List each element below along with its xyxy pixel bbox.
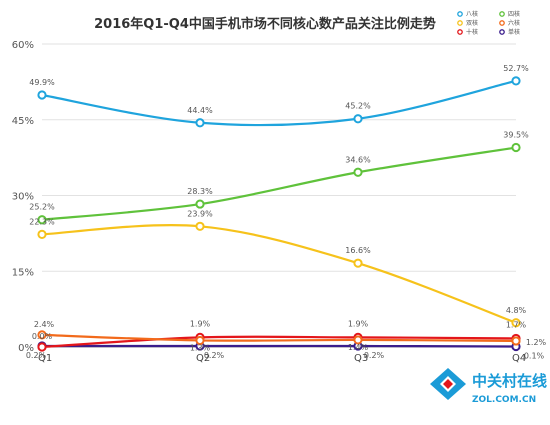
data-label: 45.2% bbox=[345, 102, 371, 111]
data-point bbox=[195, 221, 205, 231]
series-line bbox=[41, 146, 517, 221]
zol-logo-icon bbox=[430, 368, 466, 400]
x-tick-label: Q3 bbox=[354, 353, 368, 364]
series-line bbox=[41, 333, 517, 343]
legend-marker bbox=[499, 11, 505, 17]
data-point bbox=[195, 199, 205, 209]
x-tick-label: Q2 bbox=[196, 353, 210, 364]
series-line bbox=[41, 79, 517, 127]
legend-marker bbox=[457, 29, 463, 35]
data-point bbox=[353, 258, 363, 268]
legend-marker bbox=[457, 11, 463, 17]
data-point bbox=[353, 114, 363, 124]
gridlines bbox=[42, 43, 516, 348]
data-label: 23.9% bbox=[187, 209, 213, 218]
data-label: 1.9% bbox=[348, 319, 369, 328]
data-label: 49.9% bbox=[29, 78, 55, 87]
data-point bbox=[37, 215, 47, 225]
x-tick-label: Q4 bbox=[512, 353, 526, 364]
data-label: 0.0% bbox=[32, 332, 53, 341]
data-point bbox=[511, 336, 521, 346]
legend-label: 十核 bbox=[466, 28, 478, 36]
legend-item: 四核 bbox=[499, 10, 520, 18]
data-label: 34.6% bbox=[345, 155, 371, 164]
data-label: 2.4% bbox=[34, 320, 55, 329]
legend-label: 八核 bbox=[466, 10, 478, 18]
legend-item: 单核 bbox=[499, 28, 520, 36]
data-label: 1.4% bbox=[348, 343, 369, 352]
data-point bbox=[37, 90, 47, 100]
data-label: 25.2% bbox=[29, 203, 55, 212]
data-label: 1.7% bbox=[506, 320, 527, 329]
y-tick-label: 15% bbox=[12, 267, 34, 278]
data-point bbox=[37, 330, 47, 340]
data-label: 1.2% bbox=[526, 338, 547, 347]
y-tick-label: 0% bbox=[18, 343, 34, 354]
data-label: 4.8% bbox=[506, 306, 527, 315]
data-label: 0.2% bbox=[26, 351, 47, 360]
data-point bbox=[195, 335, 205, 346]
series-group bbox=[37, 76, 521, 352]
y-tick-label: 45% bbox=[12, 116, 34, 127]
data-label: 0.2% bbox=[204, 351, 225, 360]
data-label: 52.7% bbox=[503, 64, 529, 73]
watermark-cn: 中关村在线 bbox=[472, 372, 547, 390]
data-point bbox=[195, 118, 205, 128]
data-label: 44.4% bbox=[187, 106, 213, 115]
data-labels: 49.9% 44.4% 45.2% 52.7% 25.2% 28.3% 34.6% 39.5%… bbox=[26, 64, 547, 361]
data-point bbox=[353, 335, 363, 345]
data-label: 22.3% bbox=[29, 217, 55, 226]
zol-watermark: 中关村在线 ZOL.COM.CN bbox=[430, 368, 547, 405]
legend-item: 双核 bbox=[457, 19, 478, 27]
x-axis: Q1 Q2 Q3 Q4 bbox=[38, 353, 526, 364]
y-tick-label: 60% bbox=[12, 40, 34, 51]
legend-item: 六核 bbox=[499, 19, 520, 27]
watermark-en: ZOL.COM.CN bbox=[472, 395, 536, 405]
legend-label: 四核 bbox=[508, 10, 520, 18]
data-point bbox=[37, 342, 47, 352]
x-tick-label: Q1 bbox=[38, 353, 52, 364]
y-tick-label: 30% bbox=[12, 192, 34, 203]
data-point bbox=[353, 167, 363, 177]
data-label: 0.2% bbox=[364, 351, 385, 360]
data-point bbox=[511, 142, 521, 153]
legend-item: 八核 bbox=[457, 10, 478, 18]
series-line bbox=[42, 344, 517, 348]
y-axis: 0% 15% 30% 45% 60% bbox=[12, 40, 34, 354]
data-label: 39.5% bbox=[503, 131, 529, 140]
legend-label: 六核 bbox=[508, 19, 520, 27]
data-label: 0.1% bbox=[524, 351, 545, 360]
data-label: 28.3% bbox=[187, 187, 213, 196]
data-label: 1.3% bbox=[190, 343, 211, 352]
data-point bbox=[37, 229, 47, 239]
data-point bbox=[511, 318, 521, 328]
legend-marker bbox=[499, 29, 505, 35]
legend-marker bbox=[499, 20, 505, 26]
data-label: 16.6% bbox=[345, 246, 371, 255]
legend-label: 单核 bbox=[508, 28, 520, 36]
legend-marker bbox=[457, 20, 463, 26]
data-label: 1.9% bbox=[190, 319, 211, 328]
legend-item: 十核 bbox=[457, 28, 478, 36]
series-line bbox=[41, 224, 517, 324]
series-line bbox=[41, 335, 517, 349]
legend-label: 双核 bbox=[466, 19, 478, 27]
chart-title: 2016年Q1-Q4中国手机市场不同核心数产品关注比例走势 bbox=[94, 16, 436, 32]
data-point bbox=[511, 76, 521, 86]
